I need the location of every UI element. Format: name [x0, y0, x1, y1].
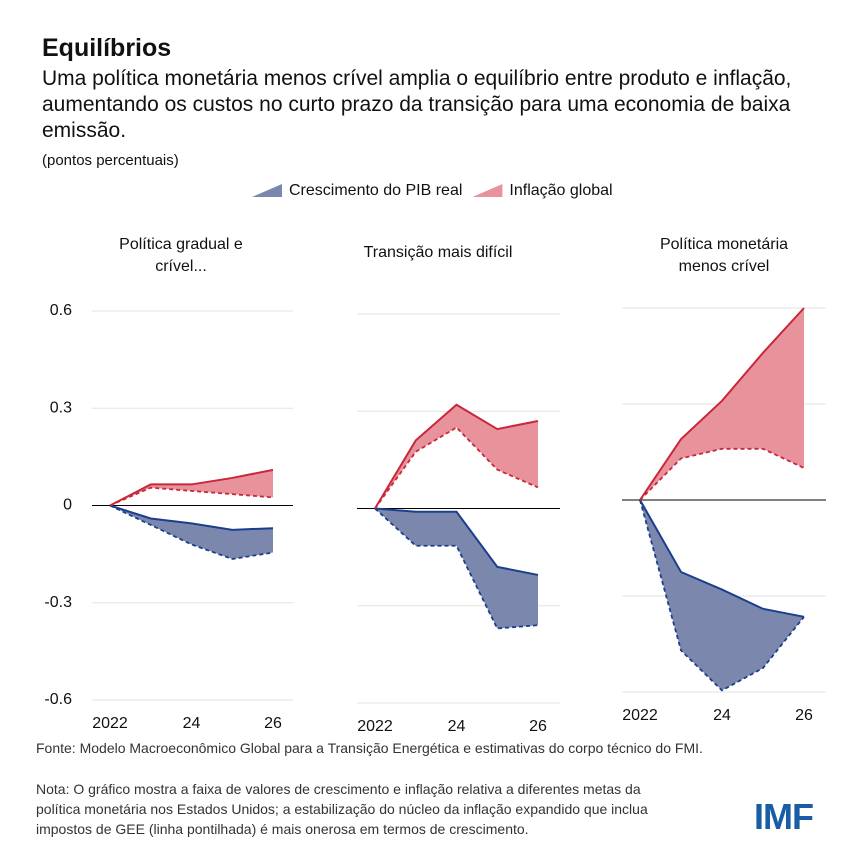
line-dashed	[639, 499, 805, 692]
band	[375, 404, 538, 509]
legend-swatch	[472, 184, 503, 197]
x-tick-label: 24	[448, 718, 466, 735]
y-tick-label: 0	[63, 497, 72, 514]
line	[639, 307, 805, 501]
band	[640, 308, 804, 500]
chart: Crescimento do PIB real Inflação global Po…	[44, 182, 826, 735]
y-tick-label: 0.6	[50, 302, 72, 319]
legend-label: Inflação global	[509, 182, 612, 199]
note: Nota: O gráfico mostra a faixa de valore…	[36, 781, 648, 837]
line-dashed	[109, 504, 274, 560]
y-tick-label: 0.3	[50, 399, 72, 416]
line	[639, 499, 805, 618]
line-dashed	[374, 507, 539, 630]
line-dashed	[374, 426, 539, 510]
y-tick-label: -0.3	[44, 594, 72, 611]
subtitle: Uma política monetária menos crível ampl…	[42, 67, 792, 142]
y-tick-label: -0.6	[44, 691, 72, 708]
x-tick-label: 24	[713, 707, 731, 724]
x-tick-label: 24	[183, 715, 201, 732]
logo: IMF	[754, 796, 814, 837]
line	[374, 507, 539, 576]
line	[374, 403, 539, 510]
line	[109, 504, 274, 531]
x-tick-label: 26	[529, 718, 547, 735]
title: Equilíbrios	[42, 34, 172, 62]
legend-label: Crescimento do PIB real	[289, 182, 462, 199]
source: Fonte: Modelo Macroeconômico Global para…	[36, 740, 703, 756]
line	[109, 468, 274, 507]
band	[375, 508, 538, 629]
line-dashed	[639, 447, 805, 501]
x-tick-label: 26	[264, 715, 282, 732]
line-dashed	[109, 486, 274, 507]
x-tick-label: 2022	[92, 715, 128, 732]
panel-title: Política monetária menos crível	[660, 236, 788, 275]
unit: (pontos percentuais)	[42, 152, 179, 169]
band	[640, 500, 804, 691]
x-tick-label: 2022	[357, 718, 393, 735]
panel-title: Política gradual e crível...	[119, 236, 243, 275]
panel-title: Transição mais difícil	[364, 244, 513, 261]
x-tick-label: 26	[795, 707, 813, 724]
x-tick-label: 2022	[622, 707, 658, 724]
legend-swatch	[252, 184, 282, 197]
